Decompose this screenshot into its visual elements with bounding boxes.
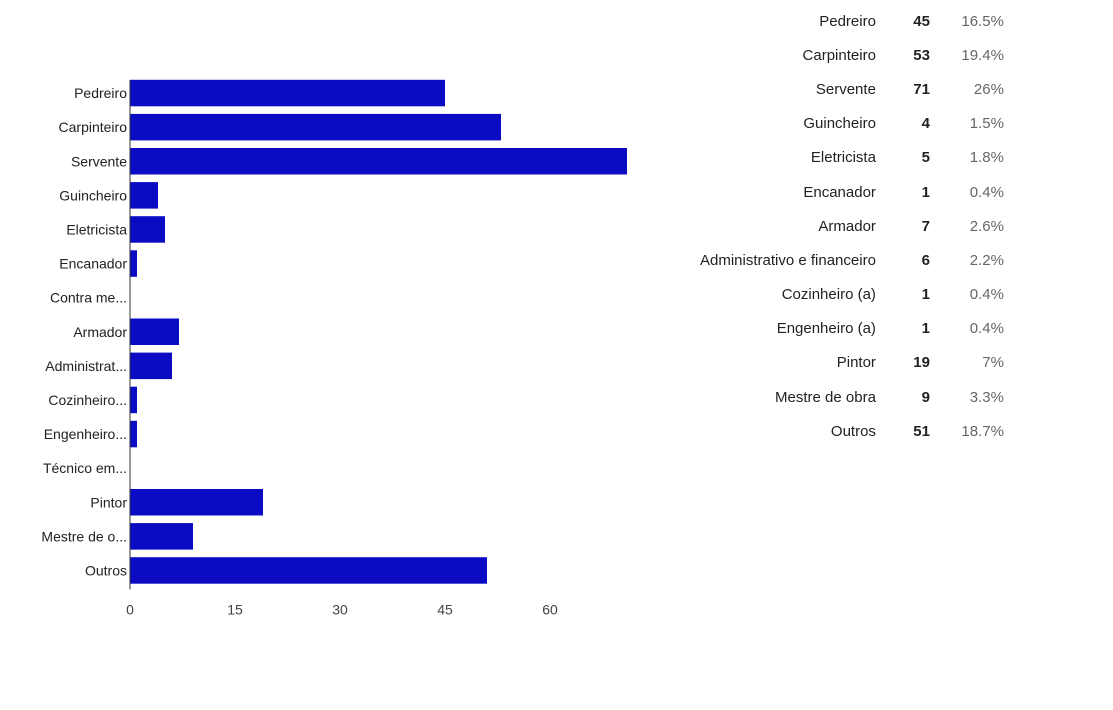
- x-tick-label: 15: [227, 602, 243, 618]
- bar: [130, 216, 165, 243]
- category-label: Servente: [71, 153, 127, 169]
- summary-label: Encanador: [803, 183, 876, 201]
- summary-count: 6: [921, 251, 930, 269]
- summary-percent: 1.8%: [969, 149, 1004, 167]
- x-tick-label: 45: [437, 602, 453, 618]
- summary-count: 1: [921, 286, 930, 304]
- bar: [130, 318, 179, 345]
- summary-label: Armador: [818, 217, 876, 235]
- summary-percent: 2.6%: [969, 217, 1004, 235]
- bar: [130, 113, 501, 141]
- summary-percent: 16.5%: [961, 12, 1004, 30]
- summary-row: Pedreiro 45 16.5%: [700, 4, 1004, 38]
- summary-count: 1: [921, 320, 930, 338]
- summary-row: Encanador 1 0.4%: [700, 175, 1004, 209]
- category-label: Eletricista: [66, 222, 127, 238]
- summary-count: 71: [913, 80, 930, 98]
- summary-label: Servente: [815, 80, 876, 98]
- summary-label: Cozinheiro (a): [781, 286, 876, 304]
- summary-count: 53: [913, 46, 930, 64]
- summary-percent: 0.4%: [969, 183, 1004, 201]
- category-label: Cozinheiro...: [48, 392, 127, 408]
- summary-label: Pintor: [836, 354, 876, 372]
- summary-percent: 26%: [973, 80, 1004, 98]
- bar: [130, 386, 137, 414]
- x-tick-label: 60: [542, 602, 558, 618]
- summary-count: 4: [921, 115, 930, 133]
- category-label: Guincheiro: [59, 187, 127, 203]
- summary-count: 51: [913, 422, 930, 440]
- bar: [130, 557, 487, 584]
- category-label: Carpinteiro: [59, 119, 128, 135]
- summary-label: Carpinteiro: [802, 46, 876, 64]
- summary-table: Pedreiro 45 16.5% Carpinteiro 53 19.4% Servent…: [700, 4, 1004, 448]
- category-label: Engenheiro...: [44, 426, 127, 442]
- summary-row: Cozinheiro (a) 1 0.4%: [700, 278, 1004, 312]
- category-label: Armador: [73, 324, 127, 340]
- x-tick-label: 30: [332, 602, 348, 618]
- summary-percent: 19.4%: [961, 46, 1004, 64]
- category-label: Administrat...: [45, 358, 127, 374]
- bar: [130, 79, 445, 107]
- summary-percent: 0.4%: [969, 286, 1004, 304]
- bar: [130, 182, 158, 209]
- summary-row: Outros 51 18.7%: [700, 414, 1004, 448]
- category-label: Contra me...: [50, 290, 127, 306]
- category-label: Pintor: [90, 494, 127, 510]
- summary-row: Servente 71 26%: [700, 72, 1004, 106]
- summary-label: Pedreiro: [819, 12, 876, 30]
- summary-row: Pintor 19 7%: [700, 346, 1004, 380]
- bar: [130, 420, 137, 448]
- summary-count: 5: [921, 149, 930, 167]
- summary-percent: 18.7%: [961, 422, 1004, 440]
- category-label: Pedreiro: [74, 85, 127, 101]
- summary-row: Carpinteiro 53 19.4%: [700, 38, 1004, 72]
- bar: [130, 523, 193, 550]
- bar: [130, 250, 137, 277]
- summary-row: Armador 7 2.6%: [700, 209, 1004, 243]
- category-label: Outros: [85, 563, 127, 579]
- summary-label: Engenheiro (a): [776, 320, 876, 338]
- bar: [130, 352, 172, 380]
- category-label: Encanador: [59, 256, 127, 272]
- summary-row: Administrativo e financeiro 6 2.2%: [700, 243, 1004, 277]
- x-tick-label: 0: [126, 602, 134, 618]
- summary-label: Eletricista: [810, 149, 876, 167]
- summary-percent: 2.2%: [969, 251, 1004, 269]
- summary-row: Guincheiro 4 1.5%: [700, 107, 1004, 141]
- bar: [130, 148, 627, 175]
- summary-percent: 0.4%: [969, 320, 1004, 338]
- summary-percent: 7%: [982, 354, 1004, 372]
- summary-row: Eletricista 5 1.8%: [700, 141, 1004, 175]
- summary-count: 19: [913, 354, 930, 372]
- summary-label: Guincheiro: [803, 115, 876, 133]
- summary-count: 7: [921, 217, 930, 235]
- summary-label: Administrativo e financeiro: [700, 251, 876, 269]
- summary-label: Mestre de obra: [775, 388, 876, 406]
- category-label: Mestre de o...: [41, 528, 127, 544]
- bar-chart: Pedreiro Carpinteiro Servente Guincheiro Ele…: [41, 79, 627, 618]
- summary-row: Mestre de obra 9 3.3%: [700, 380, 1004, 414]
- summary-percent: 1.5%: [969, 115, 1004, 133]
- summary-percent: 3.3%: [969, 388, 1004, 406]
- summary-count: 1: [921, 183, 930, 201]
- summary-label: Outros: [830, 422, 876, 440]
- bar: [130, 489, 263, 516]
- category-label: Técnico em...: [43, 460, 127, 476]
- summary-count: 9: [921, 388, 930, 406]
- summary-count: 45: [913, 12, 930, 30]
- summary-row: Engenheiro (a) 1 0.4%: [700, 312, 1004, 346]
